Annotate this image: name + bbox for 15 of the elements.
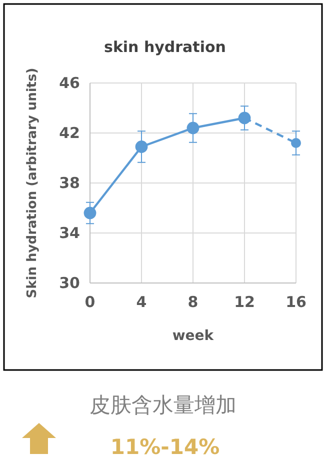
x-axis-title: week bbox=[172, 328, 214, 344]
y-tick-label: 42 bbox=[59, 124, 80, 142]
x-tick-label: 16 bbox=[286, 293, 306, 311]
y-tick-label: 38 bbox=[59, 174, 80, 192]
x-tick-label: 8 bbox=[188, 293, 198, 311]
x-tick-label: 12 bbox=[234, 293, 255, 311]
y-tick-label: 30 bbox=[59, 274, 80, 292]
y-axis-title: Skin hydration (arbitrary units) bbox=[25, 68, 40, 298]
y-tick-label: 46 bbox=[59, 74, 80, 92]
x-tick-label: 0 bbox=[84, 293, 96, 311]
text: 皮肤含水量增加 bbox=[90, 393, 236, 417]
x-tick-label: 4 bbox=[136, 293, 147, 311]
y-tick-label: 34 bbox=[59, 224, 80, 242]
text: 11%-14% bbox=[110, 435, 220, 459]
chart-title: skin hydration bbox=[104, 38, 226, 56]
